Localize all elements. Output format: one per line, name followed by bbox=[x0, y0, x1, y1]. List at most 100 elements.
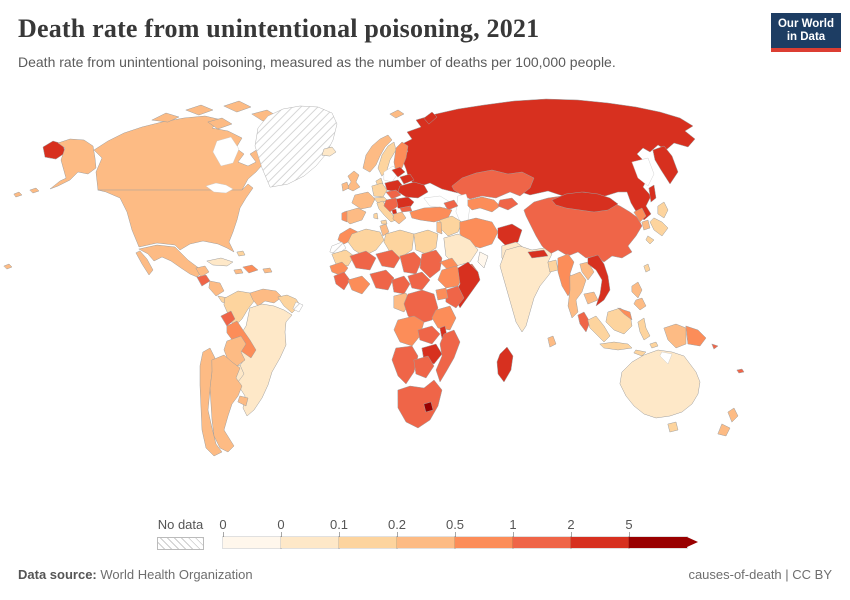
legend-bin[interactable] bbox=[280, 536, 340, 549]
region-sudan[interactable] bbox=[419, 249, 443, 279]
region-uzbek-turkmen[interactable] bbox=[467, 196, 501, 213]
region-chad[interactable] bbox=[399, 251, 423, 275]
legend-bin[interactable] bbox=[222, 536, 282, 549]
region-sumatra[interactable] bbox=[587, 315, 611, 343]
legend-bin[interactable] bbox=[454, 536, 514, 549]
region-solomon-islands[interactable] bbox=[711, 343, 719, 350]
region-tanzania[interactable] bbox=[431, 305, 457, 331]
region-niger[interactable] bbox=[375, 249, 401, 269]
region-kyrgyz-tajik[interactable] bbox=[497, 197, 519, 211]
region-lesotho[interactable] bbox=[423, 401, 434, 413]
region-usa[interactable] bbox=[97, 183, 254, 253]
region-vietnam[interactable] bbox=[587, 254, 611, 307]
region-japan[interactable] bbox=[645, 201, 669, 245]
region-novaya-zemlya[interactable] bbox=[423, 111, 438, 125]
region-papua-new-guinea[interactable] bbox=[685, 325, 707, 347]
region-cameroon[interactable] bbox=[391, 275, 411, 295]
region-south-africa[interactable] bbox=[397, 379, 443, 429]
region-belarus[interactable] bbox=[399, 173, 415, 185]
region-ecuador[interactable] bbox=[220, 310, 236, 327]
legend-bin[interactable] bbox=[396, 536, 456, 549]
region-new-zealand-north[interactable] bbox=[727, 407, 739, 423]
region-west-new-guinea[interactable] bbox=[663, 323, 687, 349]
region-angola[interactable] bbox=[393, 315, 425, 347]
region-mozambique[interactable] bbox=[435, 329, 461, 383]
region-canadian-arctic[interactable] bbox=[151, 100, 278, 130]
region-ukraine[interactable] bbox=[397, 181, 429, 199]
region-thailand[interactable] bbox=[567, 271, 587, 319]
region-madagascar[interactable] bbox=[496, 346, 514, 383]
region-portugal[interactable] bbox=[341, 210, 348, 223]
legend-bin[interactable] bbox=[628, 536, 688, 549]
region-cambodia[interactable] bbox=[583, 291, 599, 305]
region-syria-iraq[interactable] bbox=[439, 215, 463, 237]
region-jamaica[interactable] bbox=[233, 268, 244, 275]
region-uruguay[interactable] bbox=[237, 395, 249, 407]
region-fiji[interactable] bbox=[736, 368, 745, 374]
region-kenya[interactable] bbox=[445, 285, 465, 309]
region-germany[interactable] bbox=[371, 182, 388, 198]
region-france[interactable] bbox=[351, 191, 376, 210]
region-french-guiana[interactable] bbox=[292, 301, 304, 313]
region-java[interactable] bbox=[599, 341, 633, 351]
region-baltics[interactable] bbox=[391, 166, 406, 178]
region-bolivia[interactable] bbox=[223, 335, 247, 367]
region-sakhalin[interactable] bbox=[648, 184, 657, 203]
region-bulgaria[interactable] bbox=[399, 205, 413, 213]
region-greenland[interactable] bbox=[254, 105, 338, 188]
region-venezuela[interactable] bbox=[249, 288, 283, 307]
region-caucasus[interactable] bbox=[443, 199, 459, 211]
region-algeria[interactable] bbox=[347, 228, 385, 257]
region-argentina[interactable] bbox=[209, 354, 243, 453]
region-ivory-coast-ghana[interactable] bbox=[347, 275, 371, 295]
region-sri-lanka[interactable] bbox=[547, 335, 557, 348]
region-guatemala[interactable] bbox=[196, 274, 211, 287]
region-north-korea[interactable] bbox=[633, 207, 647, 223]
region-namibia[interactable] bbox=[391, 345, 419, 385]
region-russia[interactable] bbox=[399, 98, 696, 221]
region-tunisia[interactable] bbox=[379, 223, 390, 237]
region-balkans[interactable] bbox=[383, 197, 399, 213]
region-afghanistan[interactable] bbox=[497, 223, 523, 247]
region-tasmania[interactable] bbox=[667, 421, 679, 433]
region-zambia[interactable] bbox=[417, 325, 441, 345]
region-baja[interactable] bbox=[135, 250, 154, 276]
region-australia[interactable] bbox=[619, 349, 701, 419]
region-puerto-rico[interactable] bbox=[262, 267, 273, 274]
region-iceland[interactable] bbox=[321, 146, 337, 157]
region-sulawesi[interactable] bbox=[637, 317, 651, 341]
region-canada[interactable] bbox=[93, 115, 269, 191]
region-new-zealand-south[interactable] bbox=[717, 423, 731, 437]
license-note[interactable]: causes-of-death | CC BY bbox=[688, 567, 832, 582]
region-dr-congo[interactable] bbox=[403, 289, 439, 325]
region-malaysia-borneo[interactable] bbox=[617, 307, 633, 321]
region-yucatan[interactable] bbox=[195, 265, 210, 278]
region-hawaii[interactable] bbox=[3, 263, 13, 270]
region-south-korea[interactable] bbox=[641, 219, 651, 231]
legend-bin[interactable] bbox=[570, 536, 630, 549]
region-svalbard[interactable] bbox=[389, 109, 405, 119]
legend-bin[interactable] bbox=[338, 536, 398, 549]
region-bangladesh[interactable] bbox=[547, 259, 559, 273]
region-mongolia[interactable] bbox=[551, 191, 619, 213]
region-india[interactable] bbox=[499, 245, 555, 333]
region-botswana[interactable] bbox=[413, 355, 435, 379]
region-laos[interactable] bbox=[579, 261, 595, 281]
region-uganda[interactable] bbox=[435, 287, 449, 301]
region-nepal[interactable] bbox=[527, 249, 549, 259]
region-philippines[interactable] bbox=[631, 281, 647, 311]
owid-logo[interactable]: Our World in Data bbox=[771, 13, 841, 52]
legend-no-data[interactable]: No data bbox=[157, 517, 204, 550]
region-kamchatka[interactable] bbox=[652, 145, 679, 185]
region-guinea-sierra-leone[interactable] bbox=[333, 271, 351, 291]
region-norway[interactable] bbox=[362, 134, 393, 173]
region-taiwan[interactable] bbox=[643, 263, 651, 273]
region-bahamas[interactable] bbox=[236, 250, 246, 257]
region-levant[interactable] bbox=[436, 221, 443, 235]
region-mauritania[interactable] bbox=[331, 249, 355, 267]
region-czech-slovakia-hungary[interactable] bbox=[385, 189, 402, 200]
region-egypt[interactable] bbox=[413, 229, 439, 255]
region-ireland[interactable] bbox=[341, 181, 350, 192]
region-uk[interactable] bbox=[346, 170, 361, 192]
region-cuba[interactable] bbox=[206, 257, 234, 267]
